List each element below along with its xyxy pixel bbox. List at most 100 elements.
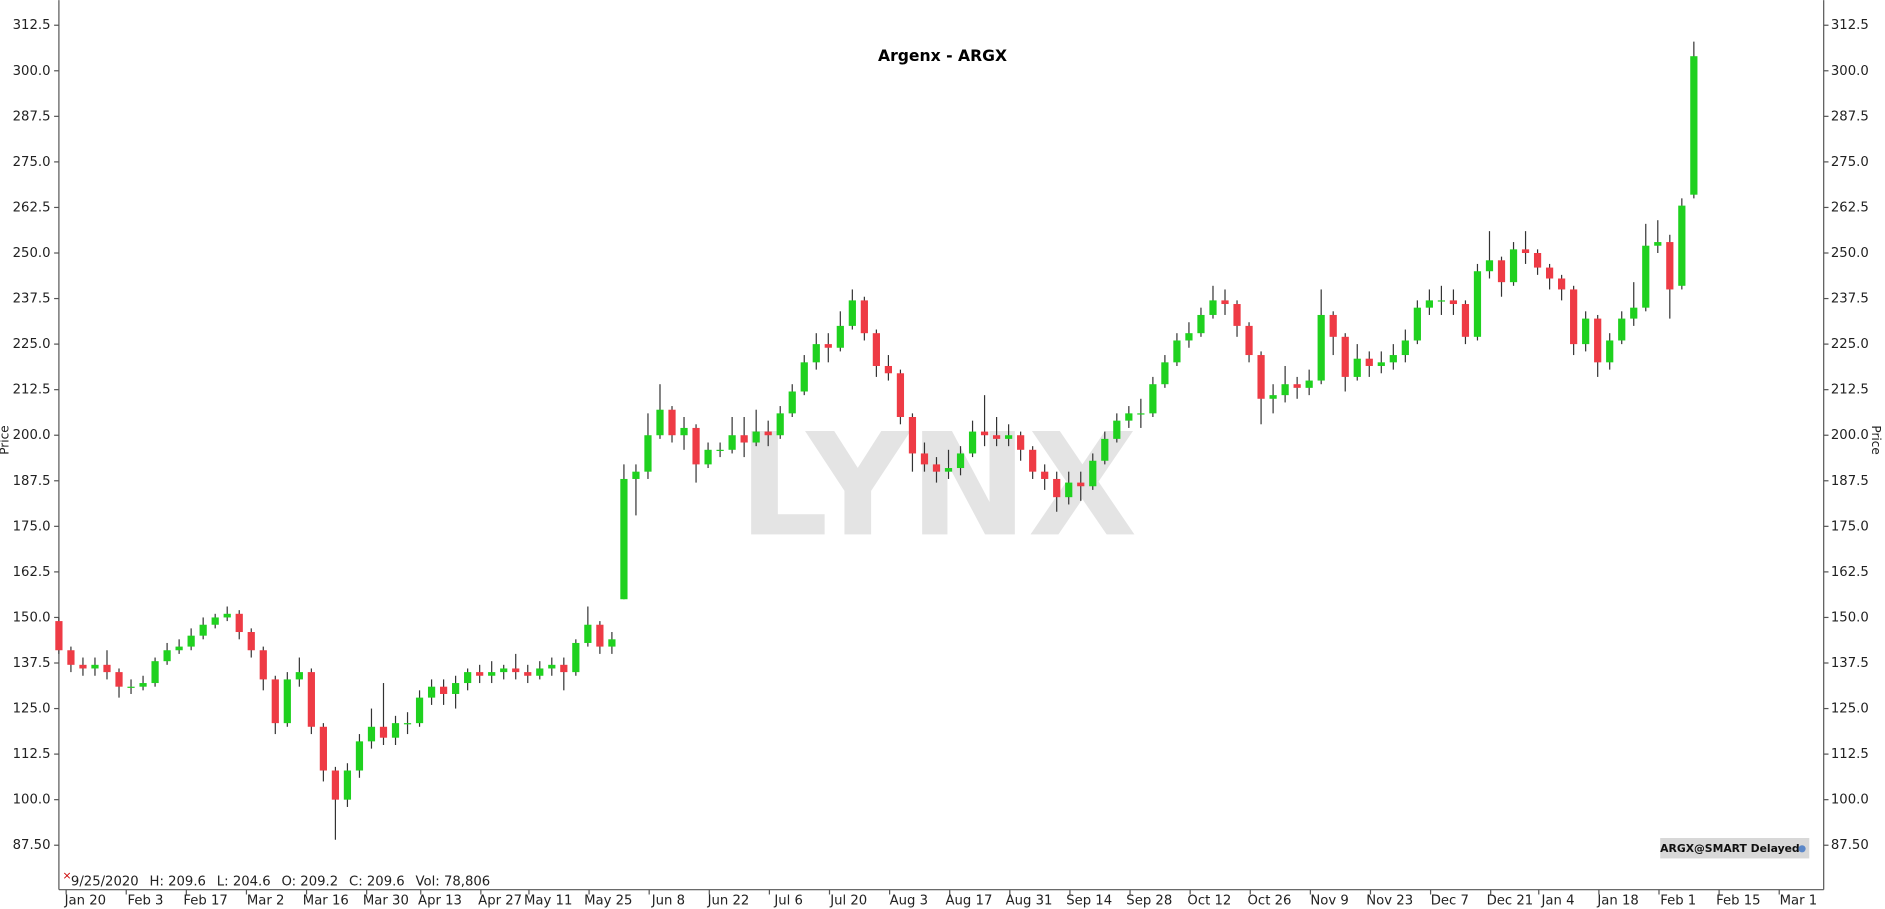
x-tick-label: Sep 14 <box>1066 894 1112 909</box>
candle-body <box>1197 314 1205 334</box>
candle-body <box>1630 307 1638 319</box>
candle-body <box>908 417 917 454</box>
candle-body <box>464 672 472 684</box>
candle-body <box>343 770 352 800</box>
y2-tick-label: 237.5 <box>1831 292 1869 307</box>
candle-body <box>620 478 628 600</box>
x-tick-label: Feb 17 <box>183 894 227 909</box>
y2-tick-label: 175.0 <box>1831 519 1869 534</box>
candle-body <box>115 672 123 687</box>
y2-tick-label: 250.0 <box>1831 246 1869 261</box>
candle-body <box>55 621 63 651</box>
x-tick-label: Aug 31 <box>1006 894 1053 909</box>
candle-body <box>1582 318 1590 345</box>
candle-body <box>271 679 279 724</box>
y2-tick-label: 150.0 <box>1831 610 1869 625</box>
candle-body <box>668 409 676 436</box>
candle-body <box>968 431 977 454</box>
candle-body <box>824 344 832 348</box>
x-tick-label: Jan 20 <box>64 894 106 909</box>
candle-body <box>1029 449 1037 472</box>
y2-tick-label: 212.5 <box>1831 383 1869 398</box>
candle-body <box>199 624 207 636</box>
candle-body <box>632 471 640 479</box>
x-tick-label: Feb 1 <box>1660 894 1696 909</box>
candle-body <box>488 672 496 676</box>
candle-body <box>476 672 484 676</box>
candle-body <box>223 613 231 618</box>
candle-body <box>175 646 183 651</box>
candle-body <box>1113 420 1121 439</box>
candle-body <box>944 468 953 472</box>
candle-body <box>1521 249 1530 254</box>
y-tick-label: 112.5 <box>13 747 51 762</box>
candle-body <box>524 672 532 676</box>
y-tick-label: 300.0 <box>13 64 51 79</box>
candle-body <box>860 300 868 334</box>
x-tick-label: Jun 8 <box>651 894 685 909</box>
candle-body <box>427 686 436 698</box>
candle-body <box>403 723 412 725</box>
candle-body <box>67 650 75 665</box>
candle-body <box>1137 413 1145 415</box>
x-tick-label: Sep 28 <box>1126 894 1172 909</box>
y-tick-label: 287.5 <box>13 109 51 124</box>
x-tick-label: Apr 13 <box>418 894 462 909</box>
status-item: O: 209.2 <box>281 874 338 889</box>
candle-body <box>1017 435 1025 450</box>
y-tick-label: 150.0 <box>13 610 51 625</box>
candle-body <box>295 672 303 680</box>
y2-tick-label: 87.50 <box>1831 838 1869 853</box>
candle-body <box>1449 300 1458 305</box>
candle-body <box>584 624 592 643</box>
y-tick-label: 200.0 <box>13 428 51 443</box>
candle-body <box>1509 249 1518 283</box>
candle-body <box>548 664 556 669</box>
x-tick-label: Jun 22 <box>707 894 750 909</box>
candle-body <box>1269 395 1277 399</box>
candle-body <box>1618 318 1626 341</box>
candle-body <box>1053 478 1061 498</box>
candle-body <box>1341 336 1349 377</box>
y-tick-label: 175.0 <box>13 519 51 534</box>
candle-body <box>1642 245 1650 308</box>
candle-body <box>848 300 856 326</box>
y-tick-label: 87.50 <box>13 838 51 853</box>
candle-body <box>415 697 424 724</box>
candle-body <box>187 635 195 647</box>
candle-body <box>884 365 893 374</box>
candle-body <box>560 664 568 673</box>
y2-tick-label: 262.5 <box>1831 200 1869 215</box>
candle-body <box>932 464 941 472</box>
candle-body <box>331 770 340 800</box>
badge-box <box>1660 837 1810 859</box>
y-axis-label: Price <box>0 425 11 454</box>
candle-body <box>1485 260 1494 272</box>
x-tick-label: Mar 1 <box>1780 894 1818 909</box>
chart-title: Argenx - ARGX <box>878 47 1007 65</box>
x-tick-label: Jul 6 <box>773 894 803 909</box>
candle-body <box>1678 205 1686 286</box>
y-tick-label: 250.0 <box>13 246 51 261</box>
candle-body <box>1570 289 1578 345</box>
candle-body <box>980 431 989 436</box>
x-tick-label: Oct 12 <box>1187 894 1231 909</box>
candle-body <box>391 723 400 738</box>
candle-body <box>1437 300 1446 302</box>
candle-body <box>1005 435 1013 439</box>
candle-body <box>656 409 664 436</box>
candle-body <box>608 639 616 647</box>
x-tick-label: Nov 23 <box>1366 894 1413 909</box>
candle-body <box>776 413 784 436</box>
status-item: H: 209.6 <box>150 874 206 889</box>
candle-body <box>836 325 844 348</box>
candle-body <box>1365 358 1373 366</box>
candle-body <box>704 449 712 465</box>
candle-body <box>379 726 388 738</box>
y-tick-label: 162.5 <box>13 565 51 580</box>
candle-body <box>151 661 159 684</box>
x-tick-label: Jan 18 <box>1596 894 1638 909</box>
